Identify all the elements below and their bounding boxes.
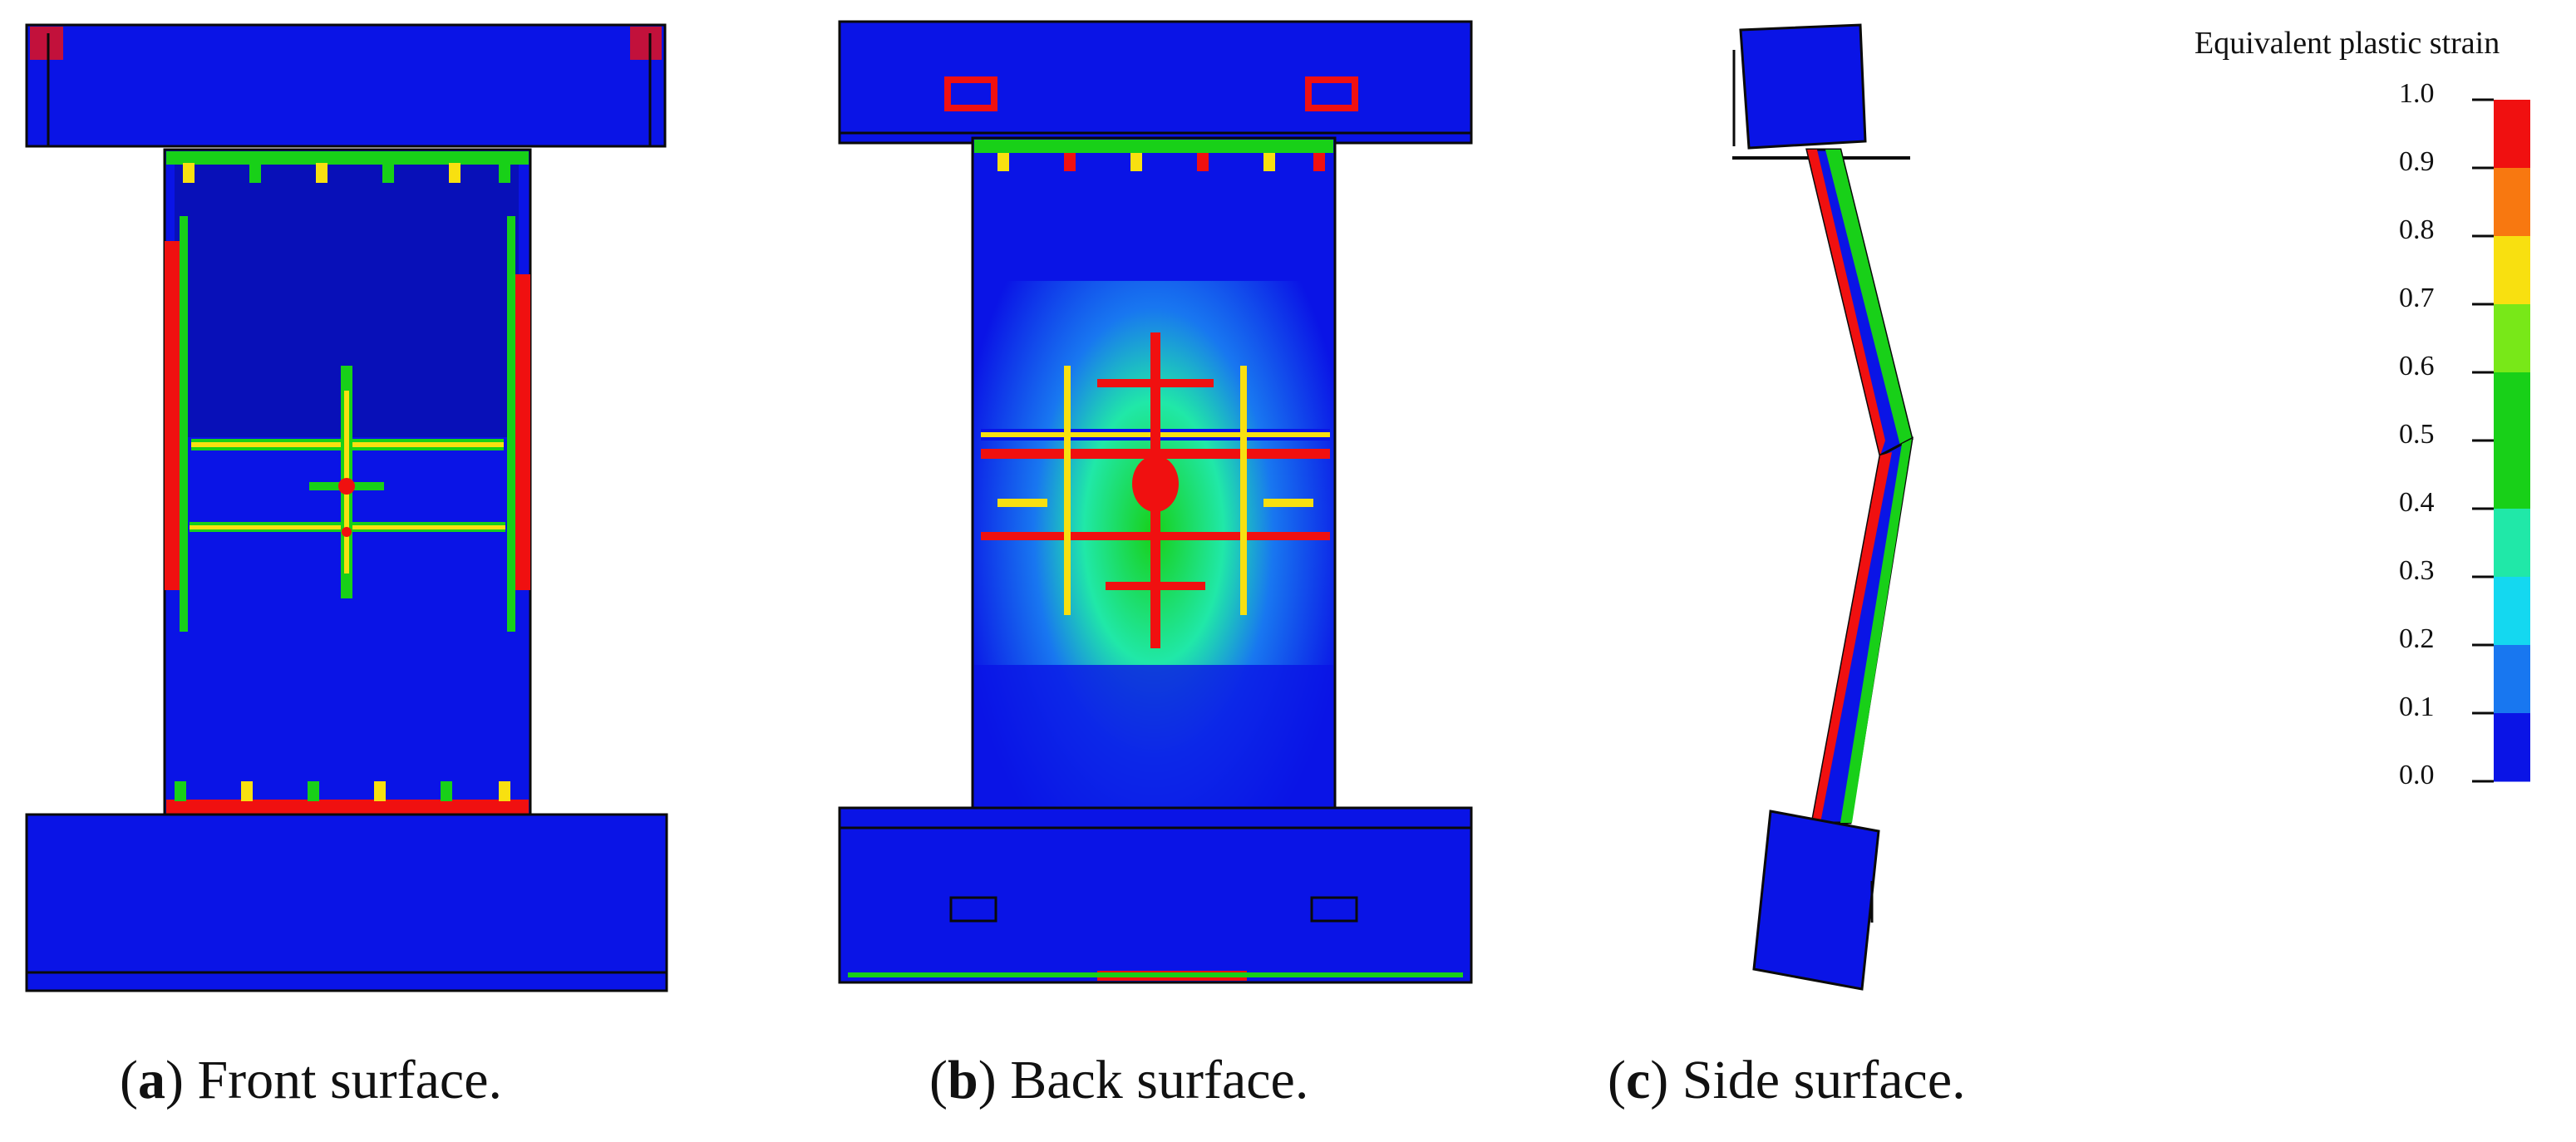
legend-tick-label: 0.2 xyxy=(2399,623,2435,654)
legend-tick-label: 0.5 xyxy=(2399,419,2435,450)
legend-tick-label: 0.8 xyxy=(2399,214,2435,245)
legend-band xyxy=(2494,372,2530,441)
back-bottom-beam xyxy=(838,806,1473,984)
legend-tick-label: 0.9 xyxy=(2399,146,2435,177)
caption-side-surface: (c) Side surface. xyxy=(1608,1050,1966,1110)
legend-band xyxy=(2494,713,2530,782)
legend-tick-label: 0.1 xyxy=(2399,692,2435,722)
legend-colorbar xyxy=(2472,98,2530,783)
legend-tick-label: 0.3 xyxy=(2399,555,2435,586)
legend-band xyxy=(2494,100,2530,169)
front-bottom-beam xyxy=(25,813,668,992)
legend-tick-label: 0.6 xyxy=(2399,351,2435,381)
legend-band xyxy=(2494,577,2530,646)
legend-tick-label: 0.7 xyxy=(2399,283,2435,313)
caption-back-surface: (b) Back surface. xyxy=(929,1050,1309,1110)
caption-front-surface: (a) Front surface. xyxy=(120,1050,503,1110)
legend-band xyxy=(2494,304,2530,373)
legend-band xyxy=(2494,441,2530,509)
back-top-beam xyxy=(838,20,1473,145)
back-surface-panel xyxy=(838,20,1473,984)
side-top-block xyxy=(1739,23,1867,150)
legend-band xyxy=(2494,509,2530,578)
legend-title: Equivalent plastic strain xyxy=(2194,26,2500,61)
caption-letter: b xyxy=(947,1050,978,1110)
legend-tick-label: 0.4 xyxy=(2399,487,2435,518)
front-top-beam xyxy=(25,23,667,148)
legend-band xyxy=(2494,236,2530,305)
side-surface-panel xyxy=(1732,23,1914,991)
legend-tick-label: 0.0 xyxy=(2399,760,2435,790)
caption-letter: c xyxy=(1625,1050,1651,1110)
front-surface-panel xyxy=(25,23,668,992)
legend-band xyxy=(2494,645,2530,714)
legend-band xyxy=(2494,168,2530,237)
caption-letter: a xyxy=(137,1050,165,1110)
legend-tick-label: 1.0 xyxy=(2399,78,2435,109)
side-bottom-block xyxy=(1752,810,1880,991)
